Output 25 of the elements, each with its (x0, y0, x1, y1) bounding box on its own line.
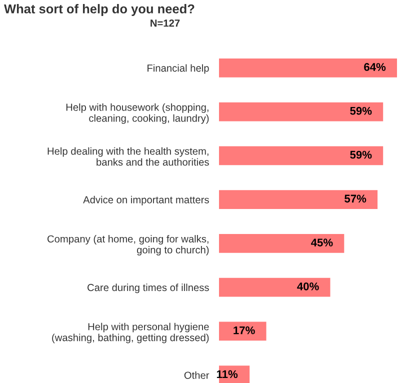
y-tick-label: Advice on important matters (83, 196, 209, 206)
data-label: 17% (234, 326, 255, 334)
y-tick-label: Help with personal hygiene (washing, bathing, getting dressed) (52, 322, 209, 344)
y-tick-label: Company (at home, going for walks, going to church) (48, 235, 209, 256)
bar (219, 234, 344, 253)
text: What sort of help do you need? (4, 4, 194, 16)
y-tick-label: Help with housework (shopping, cleaning, cooking, laundry) (66, 103, 209, 124)
data-label: 59% (350, 150, 372, 159)
bar (219, 146, 384, 166)
bar (219, 58, 397, 78)
data-label: 40% (297, 282, 319, 290)
bar (219, 190, 378, 210)
bar (219, 322, 266, 341)
bar (219, 102, 384, 122)
data-label: 57% (344, 194, 366, 203)
y-tick-label: Care during times of illness (88, 284, 209, 294)
bar (219, 278, 330, 297)
data-label: 59% (350, 106, 372, 115)
chart-subtitle: N=127 (150, 20, 180, 27)
y-tick-label: Other (184, 371, 210, 379)
data-label: 45% (310, 238, 333, 246)
y-tick-label: Help dealing with the health system, banks and the authorities (48, 147, 209, 166)
data-label: 11% (216, 370, 238, 378)
y-tick-label: Financial help (148, 64, 209, 74)
data-label: 64% (364, 63, 386, 71)
